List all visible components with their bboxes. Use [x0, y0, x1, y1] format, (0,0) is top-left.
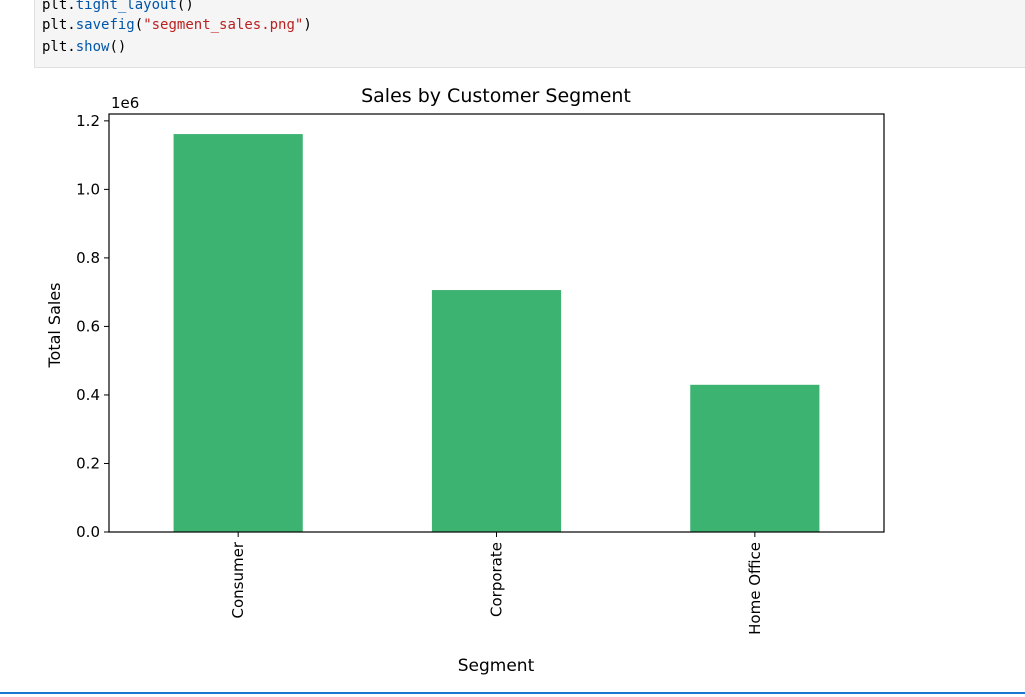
code-token: . — [67, 0, 76, 13]
y-tick-label: 0.0 — [76, 523, 100, 541]
y-tick-label: 0.6 — [76, 317, 100, 335]
code-token: . — [67, 39, 76, 55]
plot-area-frame — [108, 113, 885, 533]
code-line: plt.tight_layout() — [42, 0, 194, 14]
code-token: () — [109, 39, 127, 55]
bar-consumer — [173, 134, 303, 532]
code-token: "segment_sales.png" — [143, 17, 304, 33]
bars-group — [173, 134, 820, 532]
code-token: tight_layout — [75, 0, 177, 13]
y-tick-label: 1.2 — [76, 112, 100, 130]
code-token: . — [67, 17, 76, 33]
x-axis-ticks: Consumer Corporate Home Office — [229, 532, 764, 635]
cell-divider — [0, 692, 1025, 694]
x-tick-label: Consumer — [229, 541, 247, 618]
x-tick-label: Home Office — [746, 542, 764, 635]
chart-title: Sales by Customer Segment — [361, 85, 631, 107]
code-token: savefig — [75, 17, 135, 33]
y-tick-label: 0.8 — [76, 249, 100, 267]
code-token: plt — [42, 17, 68, 33]
y-axis-label: Total Sales — [45, 282, 64, 368]
y-tick-label: 0.2 — [76, 454, 100, 472]
code-token: ) — [303, 17, 312, 33]
output-area: Sales by Customer Segment 1e6 Total Sale… — [0, 68, 1025, 693]
x-tick-label: Corporate — [488, 542, 506, 617]
y-axis-offset-label: 1e6 — [111, 94, 139, 112]
code-token: plt — [42, 39, 68, 55]
code-line: plt.show() — [42, 38, 126, 56]
code-token: ( — [134, 17, 144, 33]
bar-home-office — [690, 384, 820, 532]
bar-chart: Sales by Customer Segment 1e6 Total Sale… — [45, 85, 885, 676]
y-axis-ticks: 0.0 0.2 0.4 0.6 0.8 1.0 1.2 — [76, 112, 109, 541]
code-line: plt.savefig("segment_sales.png") — [42, 16, 312, 34]
code-token: () — [176, 0, 194, 13]
x-axis-label: Segment — [458, 656, 535, 676]
y-tick-label: 0.4 — [76, 386, 100, 404]
y-tick-label: 1.0 — [76, 180, 100, 198]
code-cell[interactable]: plt.tight_layout() plt.savefig("segment_s… — [34, 0, 1025, 68]
bar-corporate — [431, 290, 562, 532]
code-token: plt — [42, 0, 68, 13]
code-token: show — [75, 39, 110, 55]
